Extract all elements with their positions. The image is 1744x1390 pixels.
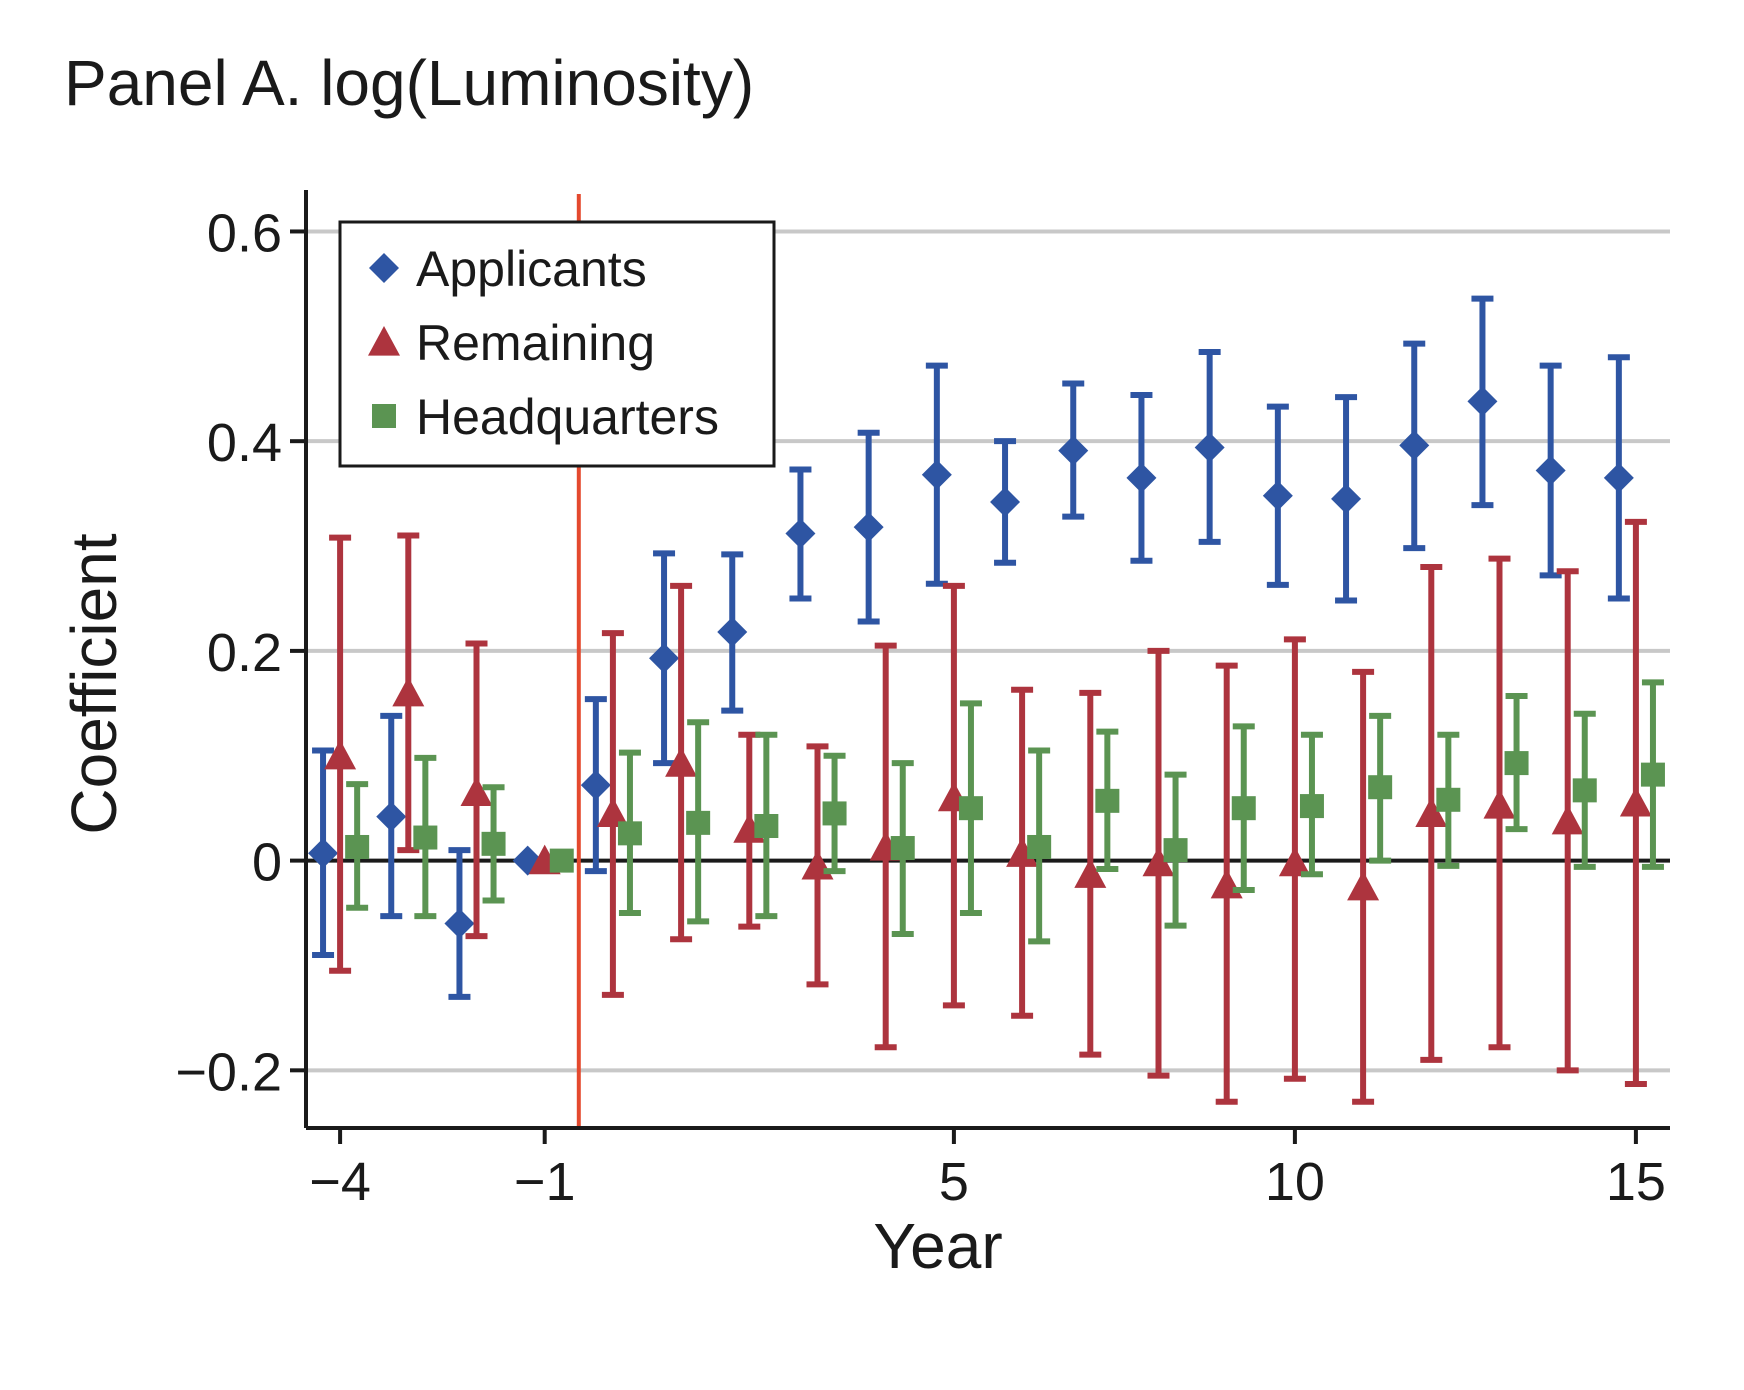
series-remaining	[324, 518, 1652, 1105]
data-point	[990, 486, 1021, 517]
axes: −0.2 0 0.2 0.4 0.6 −4 −1 5 10 15	[175, 190, 1670, 1212]
data-point	[1299, 794, 1324, 819]
data-point	[1399, 430, 1430, 461]
data-point	[853, 512, 884, 543]
series-headquarters	[345, 679, 1665, 945]
data-point	[1551, 804, 1584, 835]
data-point	[1163, 838, 1188, 863]
chart-title: Panel A. log(Luminosity)	[64, 47, 755, 119]
data-point	[1483, 789, 1516, 819]
data-point	[1436, 787, 1461, 812]
legend-marker	[372, 404, 396, 428]
data-point	[345, 834, 370, 859]
data-point	[1142, 846, 1175, 877]
legend-item-headquarters: Headquarters	[372, 389, 719, 445]
data-point	[1619, 786, 1652, 817]
legend-label: Applicants	[416, 241, 647, 297]
data-point	[921, 459, 952, 490]
data-point	[1095, 788, 1120, 813]
legend-label: Remaining	[416, 315, 655, 371]
data-point	[822, 801, 847, 826]
data-point	[1535, 455, 1566, 486]
data-point	[1126, 462, 1157, 493]
data-point	[308, 838, 339, 869]
data-point	[1368, 775, 1393, 800]
data-point	[481, 831, 506, 856]
legend: Applicants Remaining Headquarters	[338, 220, 776, 468]
legend-item-applicants: Applicants	[369, 241, 647, 297]
data-point	[1027, 834, 1052, 859]
series-applicants	[308, 295, 1634, 1000]
data-point	[580, 770, 611, 801]
data-point	[1231, 796, 1256, 821]
legend-box	[338, 220, 776, 468]
y-tick-label: 0.2	[207, 623, 282, 683]
data-point	[1194, 432, 1225, 463]
data-point	[1058, 435, 1089, 466]
data-point	[376, 801, 407, 832]
data-point	[958, 796, 983, 821]
data-point	[324, 739, 357, 770]
data-point	[890, 836, 915, 861]
data-point	[1210, 868, 1243, 899]
data-point	[1006, 837, 1039, 867]
data-point	[392, 676, 425, 707]
y-tick-label: 0.6	[207, 203, 282, 263]
x-tick-label: 5	[939, 1152, 969, 1212]
data-point	[686, 810, 711, 835]
x-tick-label: 15	[1606, 1152, 1666, 1212]
data-point	[785, 518, 816, 549]
legend-marker	[369, 253, 399, 283]
x-tick-label: −4	[309, 1152, 371, 1212]
data-point	[1347, 870, 1380, 901]
x-axis-label: Year	[873, 1210, 1002, 1282]
data-point	[1331, 483, 1362, 514]
data-point	[549, 848, 574, 873]
data-point	[649, 643, 680, 674]
data-point	[1640, 762, 1665, 787]
y-tick-label: −0.2	[175, 1042, 282, 1102]
data-point	[801, 849, 834, 880]
data-point	[665, 747, 698, 777]
data-point	[460, 776, 493, 807]
data-point	[1504, 751, 1529, 776]
legend-item-remaining: Remaining	[368, 315, 655, 371]
data-point	[1467, 386, 1498, 417]
data-point	[1278, 846, 1311, 877]
y-axis-label: Coefficient	[58, 533, 130, 834]
data-point	[1262, 480, 1293, 511]
data-point	[1603, 462, 1634, 493]
legend-label: Headquarters	[416, 389, 719, 445]
data-point	[717, 617, 748, 648]
data-point	[1415, 797, 1448, 828]
y-tick-label: 0.4	[207, 413, 282, 473]
data-point	[1074, 858, 1107, 888]
x-tick-label: 10	[1265, 1152, 1325, 1212]
data-point	[754, 814, 779, 839]
data-point	[444, 908, 475, 939]
x-tick-label: −1	[514, 1152, 576, 1212]
data-point	[617, 821, 642, 846]
data-point	[1572, 778, 1597, 803]
legend-marker	[368, 326, 400, 356]
data-point	[413, 825, 438, 850]
data-point	[596, 797, 629, 828]
y-tick-label: 0	[252, 833, 282, 893]
series-marks	[308, 295, 1665, 1105]
